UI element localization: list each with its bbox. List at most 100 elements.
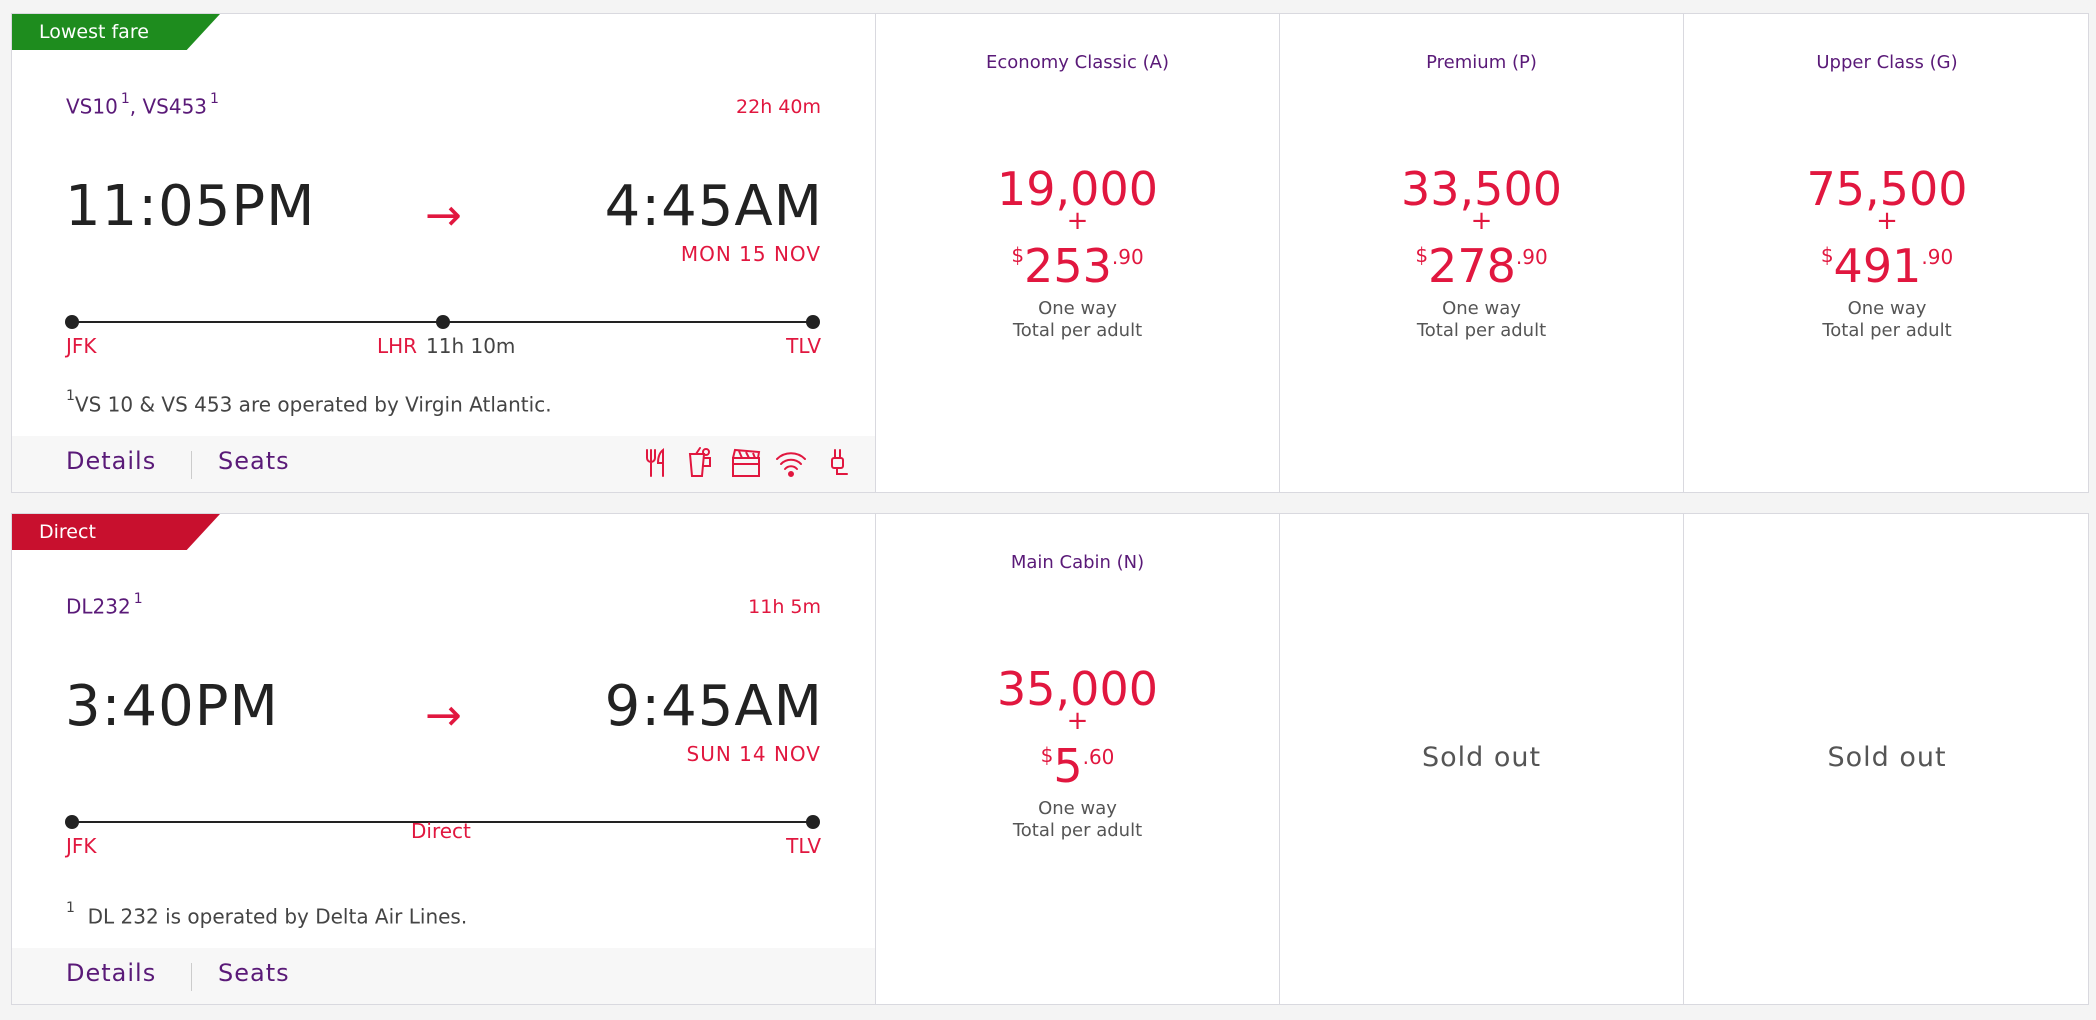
cash-price: $5.60 <box>876 730 1279 791</box>
sold-out-label: Sold out <box>1421 742 1542 773</box>
arrival-date: MON 15 NOV <box>680 242 821 266</box>
plus-sign: + <box>1470 206 1493 236</box>
cabin-name: Upper Class (G) <box>1816 52 1958 73</box>
fare-price: 19,000 + $253.90 <box>876 166 1279 291</box>
entertainment-icon[interactable] <box>729 446 763 480</box>
currency-symbol: $ <box>1415 243 1429 267</box>
fare-subtext: One way Total per adult <box>1684 298 2090 342</box>
price-basis: Total per adult <box>1012 320 1143 341</box>
footnote-marker: 1 <box>133 591 143 607</box>
total-duration: 22h 40m <box>736 96 821 118</box>
lowest-fare-badge: Lowest fare <box>12 14 220 50</box>
footnote-marker: 1 <box>210 91 219 107</box>
operator-note-text: DL 232 is operated by Delta Air Lines. <box>87 904 468 929</box>
cash-price: $278.90 <box>1280 230 1683 291</box>
footnote-marker: 1 <box>66 388 75 404</box>
cash-cents: .90 <box>1921 245 1954 269</box>
flight-summary: Lowest fare VS10 1, VS453 1 22h 40m 11:05P… <box>12 14 876 492</box>
flight-result-card: Direct DL232 1 11h 5m 3:40PM → 9:45AM SUN… <box>11 513 2089 1005</box>
flight-number-separator: , <box>129 94 137 119</box>
currency-symbol: $ <box>1820 243 1834 267</box>
details-link[interactable]: Details <box>66 447 157 475</box>
flight-numbers: DL232 1 <box>66 591 143 619</box>
price-basis: Total per adult <box>1012 820 1143 841</box>
meal-icon[interactable] <box>639 446 673 480</box>
cabin-name: Main Cabin (N) <box>1010 552 1145 573</box>
points-price: 19,000 <box>997 162 1158 216</box>
seats-link[interactable]: Seats <box>218 447 290 475</box>
flight-summary: Direct DL232 1 11h 5m 3:40PM → 9:45AM SUN… <box>12 514 876 1004</box>
flight-number[interactable]: DL232 <box>66 594 131 619</box>
trip-type: One way <box>1038 798 1117 819</box>
fare-option-sold-out: Sold out <box>1280 514 1684 1004</box>
arrival-date: SUN 14 NOV <box>686 742 821 766</box>
currency-symbol: $ <box>1040 743 1054 767</box>
flight-actions-bar: Details Seats <box>12 948 875 1004</box>
points-price: 33,500 <box>1401 162 1562 216</box>
arrow-right-icon: → <box>425 190 462 241</box>
wifi-icon[interactable] <box>774 446 808 480</box>
points-price: 35,000 <box>997 662 1158 716</box>
fare-price: 75,500 + $491.90 <box>1684 166 2090 291</box>
seats-link[interactable]: Seats <box>218 959 290 987</box>
trip-type: One way <box>1847 298 1927 319</box>
destination-airport: TLV <box>786 334 821 358</box>
drinks-icon[interactable] <box>684 446 718 480</box>
flight-number[interactable]: VS10 <box>66 94 118 119</box>
currency-symbol: $ <box>1011 243 1025 267</box>
cash-cents: .90 <box>1515 245 1548 269</box>
fare-option-upper-class[interactable]: Upper Class (G) 75,500 + $491.90 One way… <box>1684 14 2090 492</box>
departure-time: 3:40PM <box>65 674 279 739</box>
trip-type: One way <box>1442 298 1521 319</box>
plus-sign: + <box>1066 206 1089 236</box>
cash-cents: .90 <box>1111 245 1144 269</box>
flight-number[interactable]: VS453 <box>142 94 208 119</box>
cash-price: $491.90 <box>1684 230 2090 291</box>
operator-note: 1VS 10 & VS 453 are operated by Virgin A… <box>66 388 552 417</box>
flight-result-card: Lowest fare VS10 1, VS453 1 22h 40m 11:05P… <box>11 13 2089 493</box>
arrival-time: 9:45AM <box>604 674 823 739</box>
cash-cents: .60 <box>1082 745 1115 769</box>
stop-dot <box>436 315 450 329</box>
departure-time: 11:05PM <box>65 174 316 239</box>
fare-option-sold-out: Sold out <box>1684 514 2090 1004</box>
route-line <box>72 821 812 823</box>
flight-numbers: VS10 1, VS453 1 <box>66 91 219 119</box>
origin-dot <box>65 315 79 329</box>
fare-subtext: One way Total per adult <box>1280 298 1683 342</box>
layover-duration: 11h 10m <box>426 334 516 358</box>
operator-note: 1 DL 232 is operated by Delta Air Lines. <box>66 900 468 929</box>
divider <box>191 451 192 479</box>
price-basis: Total per adult <box>1822 320 1952 341</box>
points-price: 75,500 <box>1806 162 1968 216</box>
cash-dollars: 278 <box>1428 239 1516 293</box>
plus-sign: + <box>1066 706 1089 736</box>
origin-airport: JFK <box>66 334 97 358</box>
fare-subtext: One way Total per adult <box>876 298 1279 342</box>
origin-dot <box>65 815 79 829</box>
fare-option-economy-classic[interactable]: Economy Classic (A) 19,000 + $253.90 One… <box>876 14 1280 492</box>
fare-option-premium[interactable]: Premium (P) 33,500 + $278.90 One way Tot… <box>1280 14 1684 492</box>
trip-type: One way <box>1038 298 1117 319</box>
cabin-name: Premium (P) <box>1426 52 1537 73</box>
arrival-time: 4:45AM <box>604 174 823 239</box>
fare-subtext: One way Total per adult <box>876 798 1279 842</box>
sold-out-label: Sold out <box>1827 742 1947 773</box>
cash-dollars: 5 <box>1053 739 1083 793</box>
destination-dot <box>806 815 820 829</box>
divider <box>191 963 192 991</box>
details-link[interactable]: Details <box>66 959 157 987</box>
direct-badge: Direct <box>12 514 220 550</box>
power-icon[interactable] <box>822 446 856 480</box>
fare-price: 35,000 + $5.60 <box>876 666 1279 791</box>
fare-option-main-cabin[interactable]: Main Cabin (N) 35,000 + $5.60 One way To… <box>876 514 1280 1004</box>
price-basis: Total per adult <box>1416 320 1547 341</box>
flight-actions-bar: Details Seats <box>12 436 875 492</box>
cash-dollars: 491 <box>1833 239 1922 293</box>
cash-dollars: 253 <box>1024 239 1112 293</box>
footnote-marker: 1 <box>120 91 130 107</box>
operator-note-text: VS 10 & VS 453 are operated by Virgin At… <box>74 392 552 417</box>
destination-dot <box>806 315 820 329</box>
total-duration: 11h 5m <box>748 596 821 618</box>
origin-airport: JFK <box>66 834 97 858</box>
